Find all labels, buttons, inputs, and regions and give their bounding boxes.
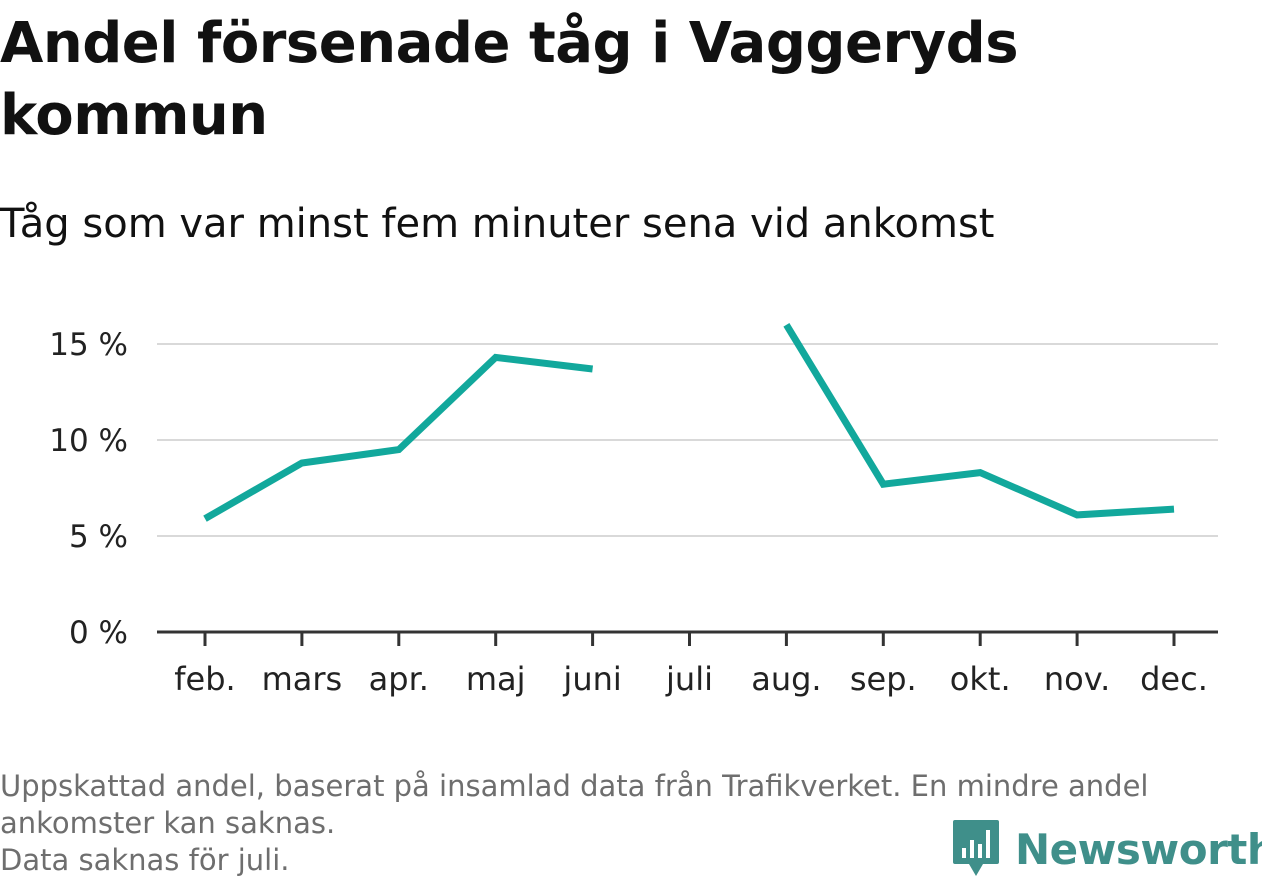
x-tick-label: okt. [950,660,1011,698]
series-line-segment-0 [203,353,594,522]
x-tick-label: sep. [850,660,917,698]
brand-logo: Newsworthy [951,818,1262,880]
x-tick-label: aug. [751,660,821,698]
x-tick-label: mars [262,660,343,698]
chart-subtitle: Tåg som var minst fem minuter sena vid a… [0,201,995,247]
y-tick-label: 5 % [69,519,128,555]
series-line-segment-1 [783,322,1175,519]
bar-chart-speech-bubble-icon [953,820,999,876]
y-tick-label: 15 % [49,327,128,363]
chart-title: Andel försenade tåg i Vaggeryds kommun [0,11,1019,148]
x-tick-label: juli [665,660,713,698]
gridlines [157,343,1218,537]
x-tick-label: juni [562,660,621,698]
footnote-line-1: Uppskattad andel, baserat på insamlad da… [0,769,1149,803]
footnote: Uppskattad andel, baserat på insamlad da… [0,768,1250,879]
x-tick-label: feb. [174,660,235,698]
footnote-line-2: ankomster kan saknas. [0,806,336,840]
x-axis-ticks: feb. mars apr. maj juni juli aug. sep. okt. nov. d… [174,632,1208,698]
data-series [203,322,1175,522]
x-tick-label: nov. [1044,660,1110,698]
brand-name: Newsworthy [1015,824,1262,874]
line-chart: 0 % 5 % 10 % 15 % feb. mars apr. maj juni juli au… [49,322,1218,698]
x-tick-label: dec. [1140,660,1208,698]
x-tick-label: maj [466,660,526,698]
y-tick-label: 10 % [49,423,128,459]
y-axis-tick-labels: 0 % 5 % 10 % 15 % [49,327,128,651]
footnote-line-3: Data saknas för juli. [0,843,290,877]
y-tick-label: 0 % [69,615,128,651]
x-tick-label: apr. [369,660,429,698]
